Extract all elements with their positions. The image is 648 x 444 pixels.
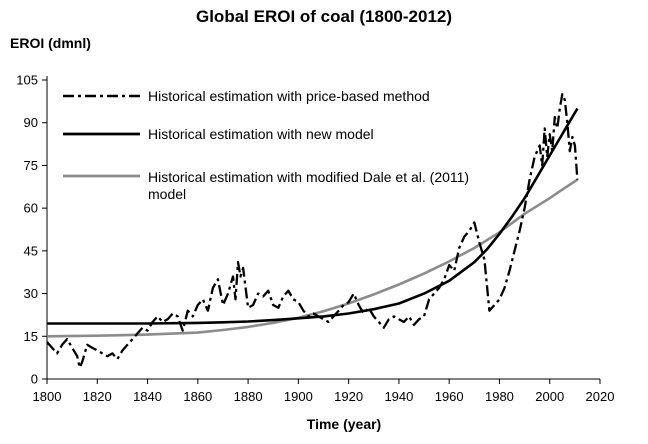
x-tick-label: 1900: [284, 389, 313, 404]
y-tick-label: 75: [24, 158, 38, 173]
x-tick-label: 2000: [535, 389, 564, 404]
chart-title: Global EROI of coal (1800-2012): [195, 7, 453, 26]
x-tick-label: 1860: [183, 389, 212, 404]
y-axis-label: EROI (dmnl): [10, 35, 91, 51]
y-tick-label: 60: [24, 201, 38, 216]
series-price-based-line: [46, 93, 579, 369]
x-tick-label: 1880: [234, 389, 263, 404]
y-tick-label: 15: [24, 329, 38, 344]
y-tick-label: 90: [24, 115, 38, 130]
y-tick-label: 30: [24, 286, 38, 301]
x-axis-label: Time (year): [306, 416, 382, 432]
series-dale-model-line: [46, 178, 579, 338]
legend-label-price-based: Historical estimation with price-based m…: [148, 88, 430, 104]
x-tick-label: 1820: [83, 389, 112, 404]
y-tick-label: 105: [16, 73, 38, 88]
x-tick-label: 1960: [435, 389, 464, 404]
x-tick-label: 1800: [33, 389, 62, 404]
x-tick-label: 2020: [586, 389, 615, 404]
series-new-model-line: [47, 107, 579, 325]
x-tick-label: 1940: [384, 389, 413, 404]
x-tick-label: 1920: [334, 389, 363, 404]
legend-label-dale-model: Historical estimation with modified Dale…: [148, 169, 470, 202]
y-tick-label: 0: [31, 372, 38, 387]
x-tick-label: 1980: [485, 389, 514, 404]
y-tick-label: 45: [24, 243, 38, 258]
legend-label-new-model: Historical estimation with new model: [148, 126, 374, 142]
x-tick-label: 1840: [133, 389, 162, 404]
